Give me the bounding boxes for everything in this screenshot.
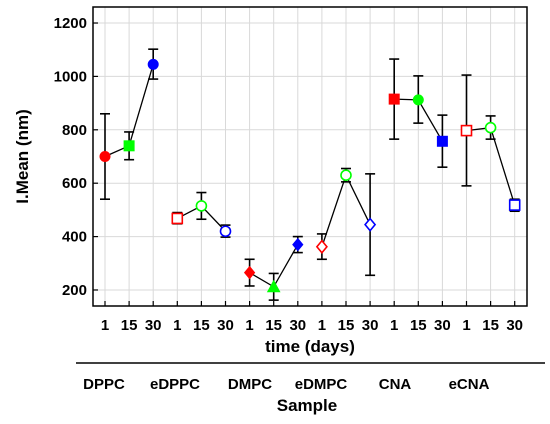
data-point-marker [508,199,521,211]
series-ecna [460,74,521,213]
data-point-marker [315,239,328,254]
data-point-marker [123,140,135,152]
sample-label: DMPC [228,376,272,393]
x-tick-label: 1 [390,317,398,334]
x-tick-label: 15 [410,317,427,334]
data-point-marker [484,121,497,134]
x-tick-label: 15 [193,317,210,334]
data-point-marker [243,265,256,280]
data-point-marker [99,151,111,162]
data-point-marker [388,93,400,105]
plot-area-frame [92,6,528,307]
y-tick-label: 400 [62,229,87,246]
data-point-marker [219,225,232,238]
x-tick-label: 1 [173,317,181,334]
data-point-marker [460,124,473,137]
series-dmpc [243,235,304,301]
data-point-marker [147,58,159,70]
x-tick-label: 1 [101,317,109,334]
x-tick-label: 1 [462,317,470,334]
x-tick-label: 1 [318,317,326,334]
series-edmpc [315,167,377,277]
data-point-marker [412,94,424,106]
sample-label: eCNA [449,376,490,393]
x-tick-label: 15 [482,317,499,334]
x-tick-label: 15 [121,317,138,334]
data-point-marker [364,217,377,232]
y-axis: 200 400 600 800 1000 1200 [54,15,98,299]
series-dppc [99,48,159,201]
y-tick-label: 1000 [54,68,87,85]
x-tick-label: 30 [434,317,451,334]
y-tick-label: 1200 [54,15,87,32]
x-tick-label: 30 [217,317,234,334]
sample-axis-title: Sample [277,396,337,415]
data-point-marker [195,200,208,212]
data-point-marker [266,279,281,293]
x-axis-title: time (days) [265,337,355,356]
x-tick-label: 30 [289,317,306,334]
x-tick-label: 30 [506,317,523,334]
data-point-marker [292,237,304,252]
sample-label: DPPC [83,376,125,393]
sample-label: CNA [379,376,412,393]
x-axis: 1 15 30 1 15 30 1 15 30 1 15 30 1 15 30 1 15 30 [101,301,523,334]
y-tick-label: 200 [62,282,87,299]
data-point-marker [436,135,448,147]
grid [93,7,527,306]
x-tick-label: 15 [265,317,282,334]
y-tick-label: 800 [62,122,87,139]
x-tick-label: 30 [145,317,162,334]
x-tick-label: 15 [338,317,355,334]
sample-label: eDMPC [295,376,348,393]
data-point-marker [340,169,352,181]
series-edppc [171,191,232,238]
y-axis-title: I.Mean (nm) [13,109,32,203]
data-series [99,48,521,301]
x-tick-label: 1 [245,317,253,334]
y-tick-label: 600 [62,175,87,192]
x-tick-label: 30 [362,317,379,334]
series-cna [388,58,448,168]
sample-label: eDPPC [150,376,200,393]
sample-labels: DPPC eDPPC DMPC eDMPC CNA eCNA [83,376,489,393]
data-point-marker [171,212,184,225]
